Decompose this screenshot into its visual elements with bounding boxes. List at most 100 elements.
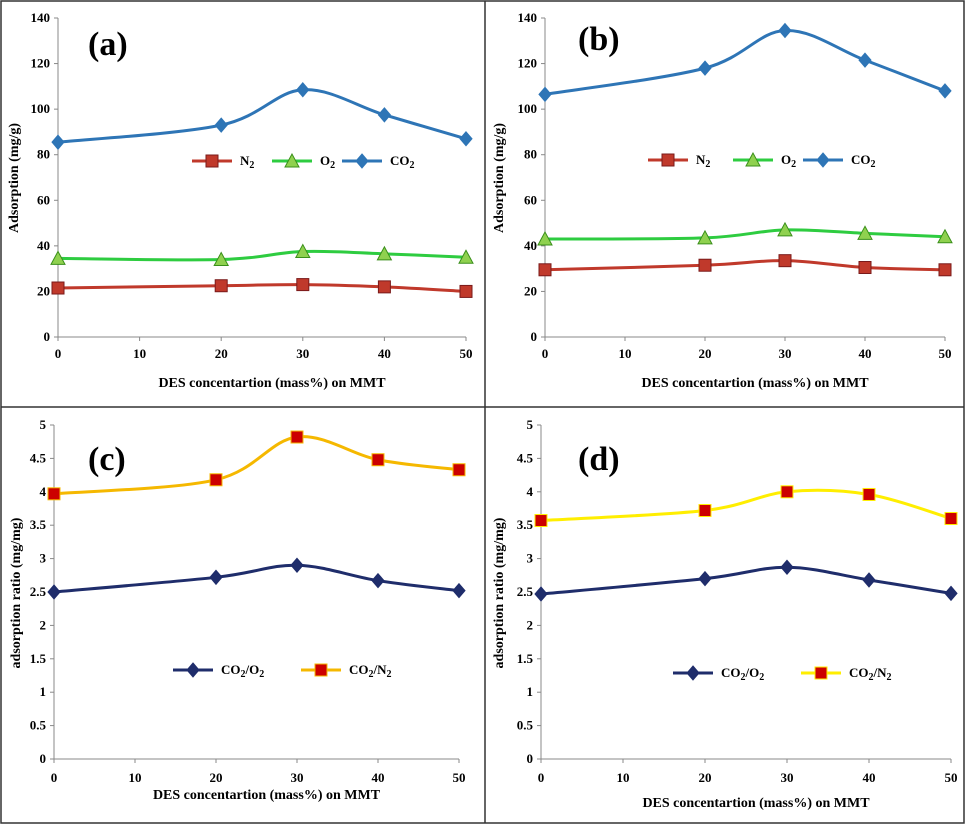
y-axis-title: Adsorption (mg/g) <box>492 123 507 233</box>
x-axis-title: DES concentartion (mass%) on MMT <box>642 796 870 811</box>
data-point-co2-n2 <box>47 487 61 501</box>
series-line-o2 <box>544 228 946 241</box>
y-tick-label: 0.5 <box>30 718 47 733</box>
x-tick-label: 0 <box>51 770 58 785</box>
legend-marker <box>661 153 675 167</box>
y-axis-title: adsorption ratio (mg/mg) <box>9 517 24 668</box>
y-tick-label: 0 <box>531 329 538 344</box>
x-tick-label: 40 <box>378 346 391 361</box>
x-tick-label: 20 <box>699 770 712 785</box>
data-point-n2 <box>778 254 792 268</box>
x-tick-label: 30 <box>781 770 794 785</box>
y-tick-label: 2.5 <box>30 584 47 599</box>
y-tick-label: 4.5 <box>30 450 47 465</box>
x-tick-label: 50 <box>945 770 958 785</box>
legend-marker <box>816 152 830 168</box>
data-point-n2 <box>698 258 712 272</box>
data-point-o2 <box>937 228 953 244</box>
legend-marker <box>284 152 300 168</box>
x-axis-title: DES concentartion (mass%) on MMT <box>153 788 381 803</box>
x-axis-title: DES concentartion (mass%) on MMT <box>641 376 869 391</box>
data-point-o2 <box>213 251 230 267</box>
data-point-o2 <box>697 229 713 245</box>
legend-label-co2-n2: CO2/N2 <box>349 662 392 680</box>
data-point-n2 <box>858 261 872 275</box>
panel-label: (b) <box>578 21 620 58</box>
legend-label-co2: CO2 <box>851 152 876 170</box>
y-tick-label: 2 <box>40 617 47 632</box>
data-point-n2 <box>538 263 552 277</box>
x-tick-label: 50 <box>939 346 952 361</box>
x-tick-label: 0 <box>538 770 545 785</box>
y-tick-label: 20 <box>37 283 50 298</box>
data-point-n2 <box>377 280 391 294</box>
data-point-co2-n2 <box>944 512 958 526</box>
legend-label-co2: CO2 <box>390 153 415 171</box>
legend-marker <box>355 153 369 169</box>
data-point-co2 <box>698 60 712 76</box>
legend-marker <box>814 666 828 680</box>
x-tick-label: 10 <box>129 770 142 785</box>
y-tick-label: 80 <box>524 147 537 162</box>
data-point-co2 <box>858 52 872 68</box>
y-tick-label: 140 <box>518 10 538 25</box>
y-tick-label: 4 <box>40 484 47 499</box>
y-tick-label: 1.5 <box>517 651 534 666</box>
data-point-o2 <box>294 243 311 259</box>
y-tick-label: 0 <box>44 329 51 344</box>
y-tick-label: 5 <box>40 417 47 432</box>
x-tick-label: 30 <box>296 346 309 361</box>
y-tick-label: 40 <box>524 238 537 253</box>
y-tick-label: 2 <box>527 617 534 632</box>
x-tick-label: 30 <box>779 346 792 361</box>
data-point-n2 <box>459 284 473 298</box>
data-point-co2-o2 <box>862 572 876 588</box>
data-point-o2 <box>537 230 553 246</box>
y-tick-label: 120 <box>31 56 51 71</box>
data-point-n2 <box>938 263 952 277</box>
data-point-co2 <box>938 83 952 99</box>
y-tick-label: 3.5 <box>517 517 534 532</box>
y-tick-label: 4.5 <box>517 450 534 465</box>
data-point-co2-n2 <box>209 473 223 487</box>
x-tick-label: 20 <box>699 346 712 361</box>
y-tick-label: 1 <box>527 684 534 699</box>
data-point-o2 <box>50 250 66 265</box>
y-tick-label: 2.5 <box>517 584 534 599</box>
data-point-co2-n2 <box>780 485 794 499</box>
panel-a: 0 20 40 60 80 100 120 140 0 10 20 30 40 50 DES concent… <box>7 10 474 391</box>
legend-label-co2-n2: CO2/N2 <box>849 665 892 683</box>
data-point-co2-o2 <box>290 557 304 574</box>
x-tick-label: 0 <box>542 346 549 361</box>
y-tick-label: 0.5 <box>517 718 534 733</box>
data-point-co2-o2 <box>944 585 958 602</box>
data-point-co2 <box>296 82 310 98</box>
y-tick-label: 3 <box>527 551 534 566</box>
y-tick-label: 0 <box>40 751 47 766</box>
data-point-co2-o2 <box>209 569 223 586</box>
data-point-n2 <box>51 281 65 295</box>
series-line-co2-n2 <box>53 435 460 496</box>
data-point-co2-o2 <box>698 570 712 587</box>
data-point-co2-n2 <box>290 430 304 444</box>
data-point-co2-o2 <box>452 582 466 599</box>
data-point-co2-n2 <box>371 453 385 467</box>
legend-label-n2: N2 <box>240 153 254 171</box>
x-tick-label: 10 <box>133 346 146 361</box>
x-tick-label: 20 <box>210 770 223 785</box>
y-tick-label: 120 <box>518 56 538 71</box>
y-tick-label: 100 <box>518 101 538 116</box>
y-axis-title: Adsorption (mg/g) <box>7 123 22 233</box>
series-line-n2 <box>544 259 946 272</box>
data-point-co2 <box>459 130 473 147</box>
legend-marker <box>745 151 761 167</box>
legend-label-o2: O2 <box>320 153 335 171</box>
y-tick-label: 3.5 <box>30 517 47 532</box>
legend-label-co2-o2: CO2/O2 <box>221 662 264 680</box>
y-tick-label: 60 <box>37 192 50 207</box>
y-tick-label: 1.5 <box>30 651 47 666</box>
x-tick-label: 40 <box>863 770 876 785</box>
